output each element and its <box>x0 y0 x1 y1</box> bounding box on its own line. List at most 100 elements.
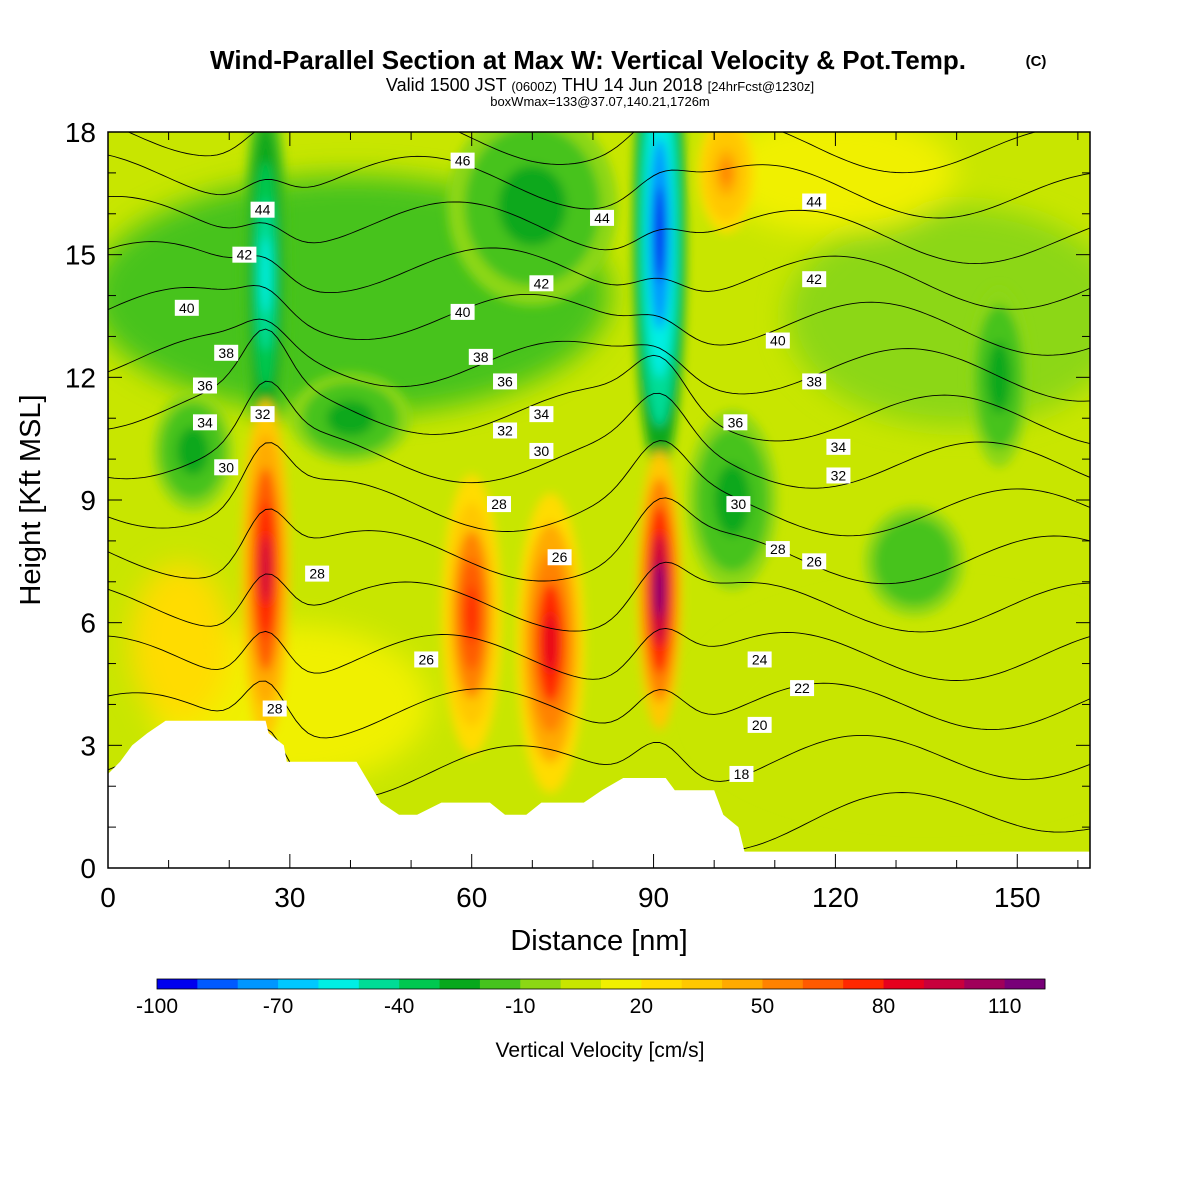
colorbar-swatch <box>318 979 360 989</box>
contour-label-text: 42 <box>534 275 550 291</box>
contour-label-bg <box>826 467 851 484</box>
contour-label-bg <box>747 651 772 668</box>
contour-label-bg <box>790 680 815 697</box>
theta-contour-label: 22 <box>790 680 815 697</box>
contour-label-bg <box>192 414 217 431</box>
contour-label-text: 26 <box>418 651 434 667</box>
x-tick-label: 150 <box>994 882 1041 913</box>
colorbar-swatch <box>601 979 642 989</box>
contour-label-bg <box>826 438 851 455</box>
contour-label-bg <box>468 348 493 365</box>
contour-label-bg <box>529 275 554 292</box>
x-tick-label: 60 <box>456 882 487 913</box>
contour-label-text: 44 <box>594 210 610 226</box>
contour-label-text: 46 <box>455 153 471 169</box>
contour-label-bg <box>765 332 790 349</box>
x-tick-label: 90 <box>638 882 669 913</box>
y-tick-label: 0 <box>80 853 96 884</box>
theta-contour-line <box>108 680 1090 739</box>
theta-contours <box>108 132 1090 868</box>
theta-contour-line <box>108 154 1090 219</box>
contour-label-bg <box>802 271 827 288</box>
theta-contour-label: 18 <box>729 765 754 782</box>
contour-label-bg <box>450 152 475 169</box>
contour-label-text: 40 <box>179 300 195 316</box>
copyright-mark: (C) <box>1026 53 1047 70</box>
contour-label-text: 24 <box>752 651 768 667</box>
theta-contour-label: 28 <box>765 541 790 558</box>
colorbar-swatch <box>641 979 683 989</box>
colorbar-swatch <box>479 979 521 989</box>
colorbar-tick-label: -40 <box>384 995 414 1018</box>
contour-label-bg <box>547 549 572 566</box>
contour-label-bg <box>174 299 199 316</box>
valid-date: THU 14 Jun 2018 <box>562 75 703 95</box>
y-axis-label: Height [Kft MSL] <box>15 394 47 605</box>
theta-contour-label: 34 <box>826 438 851 455</box>
contour-label-text: 28 <box>309 566 325 582</box>
theta-contour-line <box>108 726 1090 801</box>
theta-contour-label: 34 <box>192 414 217 431</box>
contour-label-text: 36 <box>497 373 513 389</box>
contour-label-text: 42 <box>806 271 822 287</box>
x-tick-label: 120 <box>812 882 859 913</box>
theta-contour-label: 42 <box>529 275 554 292</box>
contour-label-text: 38 <box>473 349 489 365</box>
contour-label-text: 34 <box>197 414 213 430</box>
forecast-info: [24hrFcst@1230z] <box>708 79 814 94</box>
contour-label-bg <box>493 422 518 439</box>
contour-label-text: 38 <box>218 345 234 361</box>
contour-label-bg <box>262 700 287 717</box>
colorbar-swatch <box>560 979 602 989</box>
theta-contour-label: 40 <box>174 299 199 316</box>
contour-label-text: 34 <box>534 406 550 422</box>
contour-label-bg <box>250 406 275 423</box>
theta-contour-label: 42 <box>802 271 827 288</box>
colorbar-swatch <box>237 979 279 989</box>
theta-contour-label: 44 <box>250 201 275 218</box>
theta-contour-label: 30 <box>214 459 239 476</box>
theta-contour-label: 38 <box>468 348 493 365</box>
theta-contour-label: 38 <box>802 373 827 390</box>
vv-cell <box>261 237 271 314</box>
theta-contour-labels: 46 44 44 44 42 42 42 40 40 40 38 38 38 36 36 36 34 34 34 32… <box>174 152 851 782</box>
colorbar-swatch <box>843 979 885 989</box>
x-axis: 0 30 60 90 120 150 <box>100 132 1079 913</box>
contour-label-text: 22 <box>794 680 810 696</box>
colorbar-swatch <box>681 979 723 989</box>
contour-label-text: 18 <box>734 766 750 782</box>
vv-cell <box>260 535 271 604</box>
theta-contour-label: 38 <box>214 344 239 361</box>
theta-contour-label: 28 <box>305 565 330 582</box>
valid-time-line: Valid 1500 JST (0600Z) THU 14 Jun 2018 [… <box>386 75 814 95</box>
y-tick-label: 18 <box>65 117 96 148</box>
contour-label-text: 26 <box>806 553 822 569</box>
colorbar-swatch <box>762 979 804 989</box>
colorbar-swatch <box>923 979 965 989</box>
theta-contour-line <box>108 380 1090 489</box>
contour-label-bg <box>802 373 827 390</box>
contour-label-text: 34 <box>831 439 847 455</box>
vv-cell <box>904 550 925 573</box>
theta-contour-label: 44 <box>590 209 615 226</box>
contour-label-text: 30 <box>218 459 234 475</box>
theta-contour-line <box>108 285 1090 356</box>
colorbar-swatch <box>1004 979 1046 989</box>
contour-label-bg <box>250 201 275 218</box>
contour-label-bg <box>192 377 217 394</box>
theta-contour-label: 20 <box>747 716 772 733</box>
vv-cell <box>184 438 201 463</box>
colorbar: -100 -70 -40 -10 20 50 80 110 <box>136 978 1046 1018</box>
vv-cell <box>338 409 363 428</box>
terrain-fill <box>108 720 1090 868</box>
colorbar-tick-label: 80 <box>872 995 895 1018</box>
contour-label-text: 26 <box>552 549 568 565</box>
theta-contour-line <box>108 440 1090 537</box>
contour-label-text: 42 <box>237 247 253 263</box>
contour-label-bg <box>232 246 257 263</box>
theta-contour-label: 26 <box>802 553 827 570</box>
valid-prefix: Valid 1500 JST <box>386 75 507 95</box>
colorbar-swatch <box>439 979 481 989</box>
theta-contour-label: 42 <box>232 246 257 263</box>
